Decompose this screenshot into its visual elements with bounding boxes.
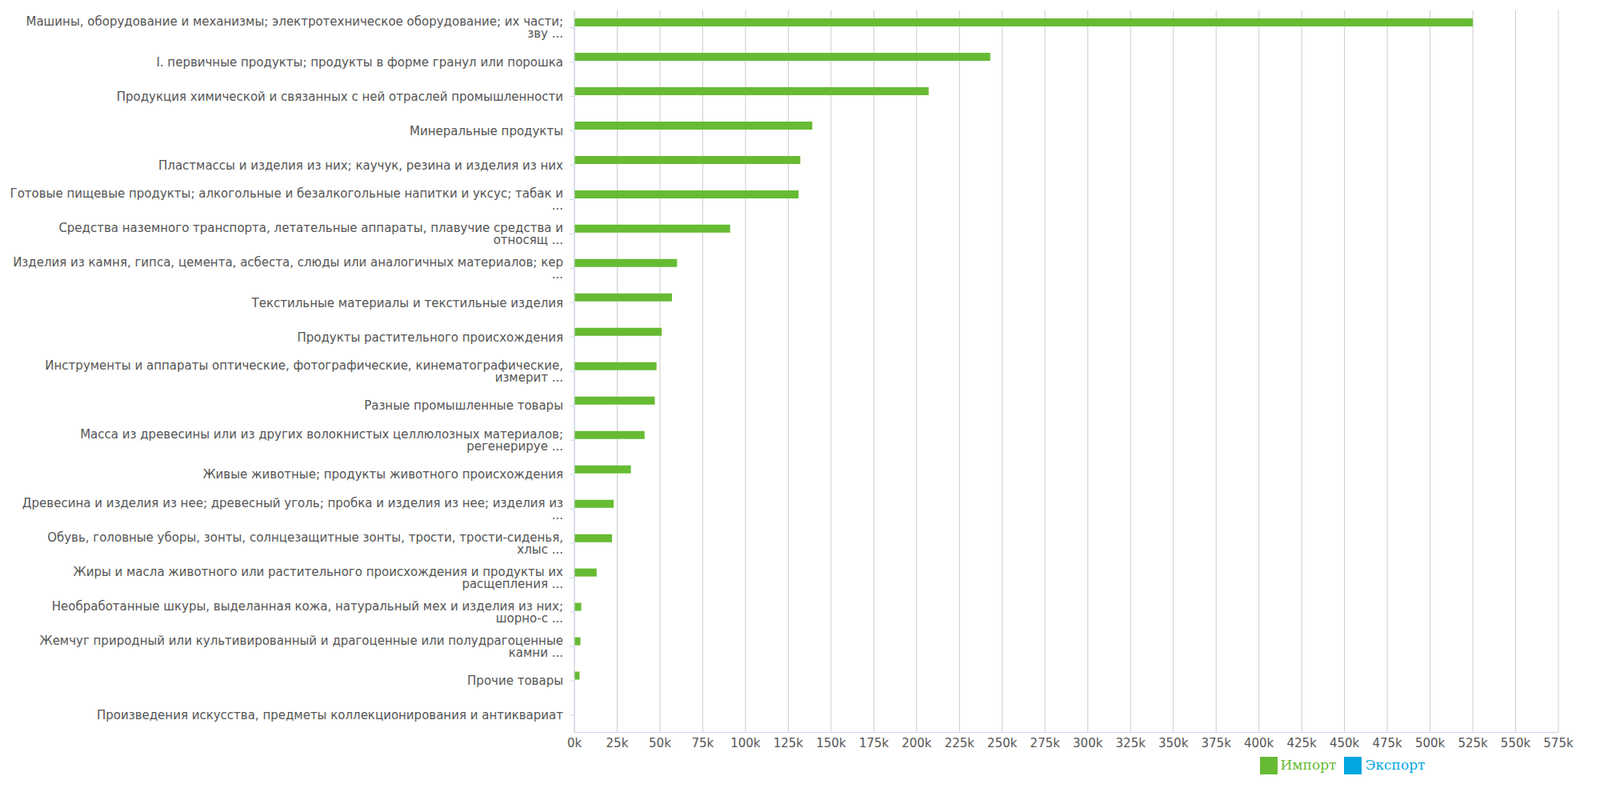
- svg-text:450k: 450k: [1329, 736, 1360, 751]
- svg-text:Изделия из камня, гипса, цемен: Изделия из камня, гипса, цемента, асбест…: [12, 255, 564, 282]
- svg-text:Продукты растительного происхо: Продукты растительного происхождения: [296, 330, 564, 345]
- svg-text:Средства наземного транспорта,: Средства наземного транспорта, летательн…: [58, 220, 564, 248]
- svg-text:Произведения искусства, предме: Произведения искусства, предметы коллекц…: [96, 708, 564, 723]
- svg-text:Древесина и изделия из нее; др: Древесина и изделия из нее; древесный уг…: [22, 496, 564, 523]
- svg-text:Минеральные продукты: Минеральные продукты: [409, 124, 564, 139]
- svg-text:Живые животные; продукты живот: Живые животные; продукты животного проис…: [202, 467, 564, 482]
- svg-text:350k: 350k: [1158, 736, 1189, 751]
- svg-text:500k: 500k: [1415, 736, 1446, 751]
- svg-text:0k: 0k: [567, 736, 583, 751]
- svg-text:Необработанные шкуры, выделанн: Необработанные шкуры, выделанная кожа, н…: [52, 599, 564, 626]
- svg-text:Текстильные материалы и тексти: Текстильные материалы и текстильные изде…: [251, 296, 564, 311]
- svg-text:100k: 100k: [730, 736, 761, 751]
- svg-text:Прочие товары: Прочие товары: [467, 673, 564, 688]
- svg-text:175k: 175k: [859, 736, 890, 751]
- svg-text:475k: 475k: [1372, 736, 1403, 751]
- svg-text:Продукция химической и связанн: Продукция химической и связанных с ней о…: [116, 89, 564, 104]
- svg-text:575k: 575k: [1543, 736, 1574, 751]
- svg-text:275k: 275k: [1030, 736, 1061, 751]
- svg-text:Разные промышленные товары: Разные промышленные товары: [364, 398, 564, 413]
- svg-text:525k: 525k: [1457, 736, 1488, 751]
- svg-text:225k: 225k: [944, 736, 976, 751]
- svg-text:Обувь, головные уборы, зонты,: Обувь, головные уборы, зонты, солнцезащи…: [47, 530, 564, 557]
- svg-text:300k: 300k: [1072, 736, 1104, 751]
- svg-text:Машины, оборудование и механиз: Машины, оборудование и механизмы; электр…: [25, 14, 564, 41]
- html-text:Импорт: Импорт: [1280, 756, 1337, 773]
- svg-text:325k: 325k: [1116, 736, 1147, 751]
- svg-text:50k: 50k: [648, 736, 672, 751]
- svg-text:250k: 250k: [987, 736, 1018, 751]
- svg-text:125k: 125k: [773, 736, 804, 751]
- svg-text:Масса из древесины или из друг: Масса из древесины или из других волокни…: [80, 427, 564, 454]
- svg-text:Пластмассы и изделия из них; к: Пластмассы и изделия из них; каучук, рез…: [158, 158, 564, 173]
- svg-text:375k: 375k: [1201, 736, 1232, 751]
- svg-text:Инструменты и аппараты оптичес: Инструменты и аппараты оптические, фотог…: [44, 358, 564, 385]
- svg-text:I. первичные продукты; продукт: I. первичные продукты; продукты в форме …: [156, 55, 564, 70]
- svg-text:550k: 550k: [1500, 736, 1532, 751]
- svg-text:425k: 425k: [1286, 736, 1317, 751]
- svg-text:25k: 25k: [606, 736, 629, 751]
- html-text:Экспорт: Экспорт: [1365, 756, 1426, 773]
- svg-text:200k: 200k: [901, 736, 932, 751]
- svg-text:400k: 400k: [1244, 736, 1275, 751]
- svg-text:Жемчуг природный или культивир: Жемчуг природный или культивированный и …: [39, 633, 564, 660]
- svg-text:75k: 75k: [692, 736, 715, 751]
- svg-text:150k: 150k: [816, 736, 847, 751]
- svg-text:Жиры и масла животного или рас: Жиры и масла животного или растительного…: [72, 564, 564, 592]
- svg-text:Готовые пищевые продукты; алко: Готовые пищевые продукты; алкогольные и …: [10, 186, 564, 213]
